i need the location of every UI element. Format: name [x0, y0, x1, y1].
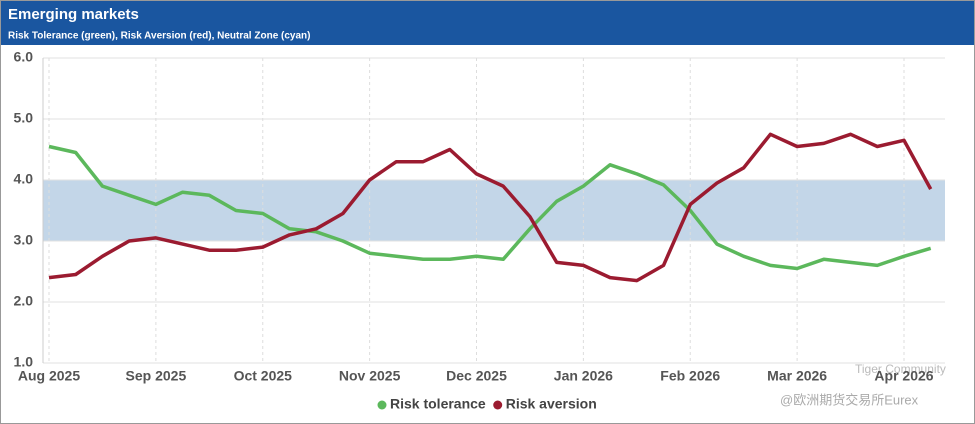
y-tick-label: 3.0 — [14, 232, 34, 248]
y-tick-label: 1.0 — [14, 354, 34, 370]
x-tick-label: Mar 2026 — [767, 368, 827, 384]
x-tick-label: Aug 2025 — [18, 368, 80, 384]
legend-swatch — [493, 400, 503, 410]
y-tick-label: 6.0 — [14, 49, 34, 65]
x-tick-label: Dec 2025 — [446, 368, 507, 384]
watermark: @欧洲期货交易所Eurex — [780, 392, 919, 407]
watermark: Tiger Community — [855, 362, 946, 376]
neutral-zone — [43, 180, 945, 241]
line — [48, 132, 933, 283]
y-tick-label: 5.0 — [14, 110, 34, 126]
x-tick-label: Feb 2026 — [660, 368, 720, 384]
x-tick-label: Oct 2025 — [234, 368, 293, 384]
legend-swatch — [377, 400, 387, 410]
chart-title: Emerging markets — [8, 6, 139, 23]
x-tick-label: Nov 2025 — [339, 368, 401, 384]
chart-subtitle: Risk Tolerance (green), Risk Aversion (r… — [8, 31, 311, 42]
x-tick-label: Jan 2026 — [554, 368, 613, 384]
x-tick-label: Apr 2026 — [874, 368, 933, 384]
line — [48, 144, 932, 271]
legend-label: Risk tolerance — [390, 396, 486, 412]
y-tick-label: 4.0 — [14, 171, 34, 187]
legend-label: Risk aversion — [506, 396, 597, 412]
x-tick-label: Sep 2025 — [126, 368, 187, 384]
header — [1, 1, 974, 45]
y-tick-label: 2.0 — [14, 293, 34, 309]
